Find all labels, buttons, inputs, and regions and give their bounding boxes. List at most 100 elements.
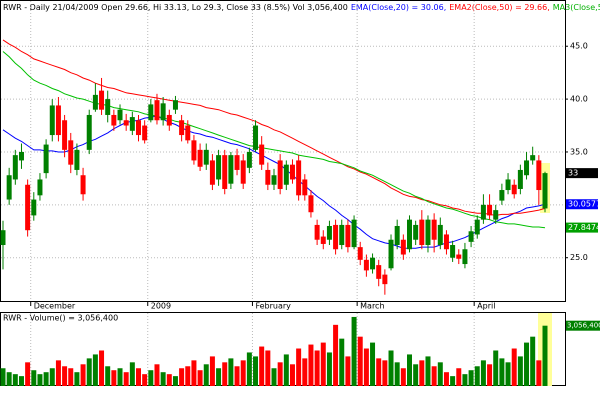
volume-bar (228, 358, 234, 386)
price-tag-label: 33 (568, 169, 578, 178)
volume-bar (407, 354, 412, 386)
candle-body (462, 249, 468, 265)
volume-bar (49, 368, 55, 386)
volume-bar (99, 350, 105, 386)
candle-body (388, 239, 394, 269)
candle-body (296, 160, 302, 196)
volume-bar (320, 342, 326, 386)
volume-bar (314, 350, 320, 386)
price-tag (566, 199, 598, 210)
volume-bar (456, 368, 462, 386)
volume-bar (18, 376, 24, 386)
volume-bar (129, 362, 135, 386)
volume-bar (271, 368, 277, 386)
volume-bar (62, 366, 68, 386)
candle-body (43, 144, 49, 174)
average-line (2, 39, 546, 216)
candle-body (154, 100, 160, 121)
volume-bar (425, 356, 431, 386)
candle-body (12, 155, 18, 180)
volume-bar (499, 358, 505, 386)
volume-bar (105, 366, 111, 386)
volume-bar (185, 366, 191, 386)
candle-body (326, 225, 332, 240)
volume-bar (357, 336, 363, 386)
candle-body (222, 155, 228, 189)
candle-body (480, 204, 486, 220)
candle-body (283, 164, 289, 185)
candle-body (456, 254, 462, 259)
candle-body (209, 160, 215, 185)
volume-bar (203, 364, 209, 386)
volume-bar (443, 372, 449, 386)
volume-bar (246, 352, 252, 386)
volume-bar (333, 324, 339, 386)
y-tick-label: 35.0 (570, 147, 588, 156)
candle-body (505, 179, 511, 191)
candle-body (277, 160, 283, 189)
volume-bar (253, 356, 259, 386)
volume-bar (388, 350, 394, 386)
volume-bar (172, 376, 178, 386)
candle-body (363, 259, 369, 271)
header-segment: EMA2(Close,50) = 29.66, (449, 3, 550, 12)
candle-body (86, 114, 92, 150)
x-tick-label: April (477, 302, 495, 311)
volume-bar (394, 362, 400, 386)
volume-bar (43, 372, 49, 386)
candle-body (166, 114, 172, 126)
candle-body (0, 230, 6, 246)
candle-body (80, 175, 86, 195)
volume-bar (505, 362, 511, 386)
x-tick-label: February (255, 302, 291, 311)
candle-body (271, 175, 277, 185)
candle-body (228, 155, 234, 184)
candle-body (265, 169, 271, 185)
candle-body (468, 231, 474, 242)
volume-bar (31, 370, 37, 386)
candle-body (216, 155, 222, 180)
average-line (2, 115, 546, 249)
volume-bar (431, 366, 437, 386)
candle-body (68, 140, 74, 165)
candle-body (172, 100, 178, 110)
volume-bar (191, 360, 197, 386)
header-segment: RWR - Daily 21/04/2009 Open 29.66, Hi 33… (3, 3, 348, 12)
volume-bar (400, 368, 406, 386)
volume-bar (480, 360, 486, 386)
candle-body (320, 236, 326, 244)
volume-bar (524, 342, 530, 386)
candle-body (203, 149, 209, 165)
volume-bar (136, 368, 141, 386)
volume-bar (209, 356, 215, 386)
volume-bar (197, 370, 203, 386)
volume-bar (0, 368, 6, 386)
volume-bar (148, 370, 154, 386)
candle-body (234, 155, 240, 170)
volume-bar (517, 356, 523, 386)
candle-body (117, 109, 123, 121)
price-tag (566, 168, 598, 179)
candle-body (6, 175, 12, 200)
candle-body (62, 120, 68, 150)
candle-body (437, 224, 443, 246)
volume-bar (302, 358, 308, 386)
volume-bar (216, 368, 222, 386)
volume-bar (370, 342, 376, 386)
volume-tag (566, 320, 600, 331)
candle-body (382, 274, 388, 285)
volume-bar (117, 368, 123, 386)
candle-body (370, 257, 376, 270)
candle-body (31, 199, 37, 216)
candle-body (148, 104, 154, 121)
candle-body (105, 99, 111, 115)
candle-body (499, 190, 505, 201)
volume-bar (240, 360, 246, 386)
candle-body (376, 265, 382, 279)
candle-body (136, 120, 141, 136)
volume-bar (55, 360, 61, 386)
y-tick-label: 45.0 (570, 42, 588, 51)
candle-body (339, 224, 345, 246)
volume-bar (265, 350, 271, 386)
